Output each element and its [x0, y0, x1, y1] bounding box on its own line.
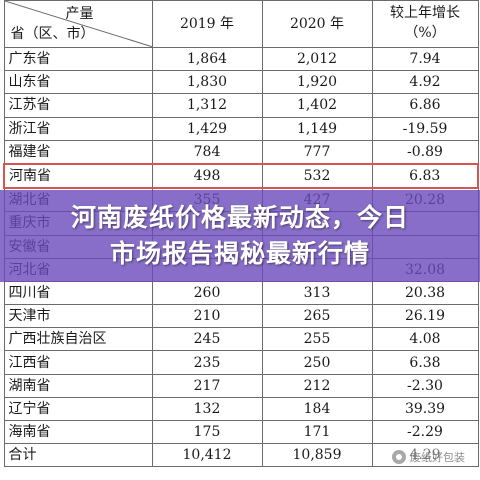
growth-cell: -2.29: [371, 419, 479, 445]
value-2019-cell: 175: [151, 419, 263, 445]
title-banner: 河南废纸价格最新动态，今日 市场报告揭秘最新行情: [0, 190, 480, 282]
header-corner-bottom: 省（区、市）: [10, 26, 95, 42]
province-name-cell: 山东省: [3, 70, 153, 95]
table-row: 山东省 1,830 1,920 4.92: [3, 70, 479, 95]
banner-title-line1: 河南废纸价格最新动态，今日: [70, 203, 409, 232]
header-corner-cell: 产量 省（区、市）: [3, 0, 153, 48]
table-row: 天津市 210 265 26.19: [3, 304, 479, 329]
table-row: 海南省 175 171 -2.29: [3, 419, 479, 445]
watermark: 废纸好包装: [389, 448, 468, 466]
value-2019-cell: 784: [151, 139, 263, 165]
value-2020-cell: 10,859: [261, 443, 373, 468]
growth-cell: 4.08: [371, 327, 479, 352]
table-row: 福建省 784 777 -0.89: [3, 139, 479, 165]
growth-cell: -2.30: [371, 373, 479, 398]
value-2019-cell: 235: [151, 350, 263, 375]
value-2019-cell: 260: [151, 280, 263, 306]
growth-cell: 7.94: [371, 46, 479, 72]
province-name-cell: 天津市: [3, 304, 153, 329]
growth-cell: 6.83: [371, 162, 479, 190]
value-2020-cell: 313: [261, 280, 373, 306]
value-2020-cell: 212: [261, 373, 373, 398]
value-2020-cell: 1,920: [261, 70, 373, 95]
banner-title-line2: 市场报告揭秘最新行情: [109, 239, 370, 268]
province-name-cell: 浙江省: [3, 116, 153, 141]
table-header-row: 产量 省（区、市） 2019 年 2020 年 较上年增长 （%）: [3, 0, 479, 48]
table-row: 四川省 260 313 20.38: [3, 280, 479, 306]
wechat-account-icon: [392, 450, 406, 464]
header-growth-line1: 较上年增长: [390, 5, 460, 22]
value-2019-cell: 210: [151, 304, 263, 329]
province-name-cell: 福建省: [3, 139, 153, 165]
table-row: 河南省 498 532 6.83: [3, 162, 479, 190]
watermark-text: 废纸好包装: [410, 451, 465, 464]
header-2020: 2020 年: [261, 0, 373, 48]
growth-cell: 4.29: [371, 443, 479, 468]
value-2020-cell: 255: [261, 327, 373, 352]
table-row: 浙江省 1,429 1,149 -19.59: [3, 116, 479, 141]
value-2020-cell: 265: [261, 304, 373, 329]
province-name-cell: 江西省: [3, 350, 153, 375]
header-corner-top: 产量: [65, 6, 94, 22]
table-row: 广西壮族自治区 245 255 4.08: [3, 327, 479, 352]
table-row: 湖南省 217 212 -2.30: [3, 373, 479, 398]
value-2019-cell: 1,312: [151, 93, 263, 118]
growth-cell: 20.38: [371, 280, 479, 306]
value-2019-cell: 1,429: [151, 116, 263, 141]
growth-cell: 6.38: [371, 350, 479, 375]
table-row: 辽宁省 132 184 39.39: [3, 396, 479, 422]
province-name-cell: 湖南省: [3, 373, 153, 398]
province-name-cell: 辽宁省: [3, 396, 153, 422]
value-2020-cell: 532: [261, 162, 373, 190]
value-2019-cell: 1,864: [151, 46, 263, 72]
value-2019-cell: 245: [151, 327, 263, 352]
growth-cell: -19.59: [371, 116, 479, 141]
value-2020-cell: 2,012: [261, 46, 373, 72]
province-name-cell: 河南省: [3, 162, 153, 190]
province-name-cell: 海南省: [3, 419, 153, 445]
header-2019: 2019 年: [151, 0, 263, 48]
growth-cell: 4.92: [371, 70, 479, 95]
growth-cell: 6.86: [371, 93, 479, 118]
value-2020-cell: 250: [261, 350, 373, 375]
table-row: 广东省 1,864 2,012 7.94: [3, 46, 479, 72]
table-row: 江苏省 1,312 1,402 6.86: [3, 93, 479, 118]
value-2019-cell: 1,830: [151, 70, 263, 95]
value-2019-cell: 10,412: [151, 443, 263, 468]
header-growth-line2: （%）: [404, 25, 446, 41]
province-name-cell: 广东省: [3, 46, 153, 72]
value-2019-cell: 132: [151, 396, 263, 422]
growth-cell: -0.89: [371, 139, 479, 165]
province-name-cell: 四川省: [3, 280, 153, 306]
value-2020-cell: 171: [261, 419, 373, 445]
value-2020-cell: 184: [261, 396, 373, 422]
value-2020-cell: 777: [261, 139, 373, 165]
province-name-cell: 合计: [3, 443, 153, 468]
value-2019-cell: 498: [151, 162, 263, 190]
value-2020-cell: 1,149: [261, 116, 373, 141]
province-name-cell: 江苏省: [3, 93, 153, 118]
table-row: 江西省 235 250 6.38: [3, 350, 479, 375]
growth-cell: 26.19: [371, 304, 479, 329]
value-2019-cell: 217: [151, 373, 263, 398]
diagonal-divider: [5, 1, 151, 47]
province-name-cell: 广西壮族自治区: [3, 327, 153, 352]
value-2020-cell: 1,402: [261, 93, 373, 118]
growth-cell: 39.39: [371, 396, 479, 422]
header-growth: 较上年增长 （%）: [371, 0, 479, 48]
